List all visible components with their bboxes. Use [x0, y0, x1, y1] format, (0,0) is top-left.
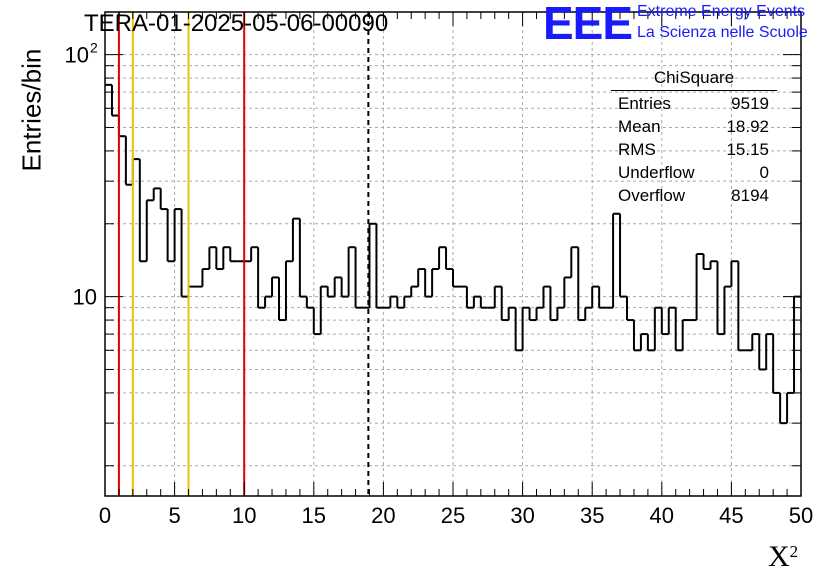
grid-lines	[105, 12, 801, 496]
stats-value: 8194	[731, 186, 769, 205]
stats-title: ChiSquare	[611, 68, 777, 91]
stats-label: Mean	[618, 117, 661, 136]
stats-row: Mean 18.92	[611, 115, 777, 138]
x-tick-label: 35	[580, 503, 604, 528]
x-tick-label: 45	[719, 503, 743, 528]
plot-frame	[104, 11, 802, 497]
x-tick-label: 20	[371, 503, 395, 528]
x-tick-label: 25	[441, 503, 465, 528]
x-axis-label-symbol: X	[768, 540, 790, 573]
y-tick-label: 10	[73, 285, 97, 310]
stats-label: Underflow	[618, 163, 695, 182]
x-tick-label: 40	[650, 503, 674, 528]
run-title: TERA-01-2025-05-06-00090	[84, 10, 389, 37]
stats-row: Underflow 0	[611, 161, 777, 184]
stats-value: 9519	[731, 94, 769, 113]
stats-row: RMS 15.15	[611, 138, 777, 161]
histogram-bars	[105, 83, 801, 425]
stats-box: ChiSquare Entries 9519 Mean 18.92 RMS 15.15…	[611, 68, 777, 207]
stats-value: 0	[759, 163, 769, 182]
y-tick-label: 10	[65, 43, 89, 68]
stats-value: 15.15	[726, 140, 769, 159]
stats-value: 18.92	[726, 117, 769, 136]
x-axis-label-exponent: 2	[789, 542, 799, 561]
logo-subtitle-2: La Scienza nelle Scuole	[637, 24, 808, 41]
stats-label: Overflow	[618, 186, 686, 205]
stats-label: RMS	[618, 140, 656, 159]
y-tick-label-exponent: 2	[90, 40, 98, 56]
stats-label: Entries	[618, 94, 671, 113]
eee-logo: EEE	[543, 0, 633, 49]
x-tick-label: 30	[510, 503, 534, 528]
y-axis-label: Entries/bin	[16, 48, 47, 172]
stats-row: Entries 9519	[611, 92, 777, 115]
x-tick-label: 15	[302, 503, 326, 528]
cut-lines	[117, 12, 370, 496]
x-tick-label: 5	[168, 503, 180, 528]
x-tick-label: 50	[789, 503, 813, 528]
x-axis-label: X2	[768, 540, 798, 574]
x-tick-label: 0	[99, 503, 111, 528]
stats-row: Overflow 8194	[611, 184, 777, 207]
logo-subtitle-1: Extreme Energy Events	[637, 3, 806, 20]
x-tick-label: 10	[232, 503, 256, 528]
